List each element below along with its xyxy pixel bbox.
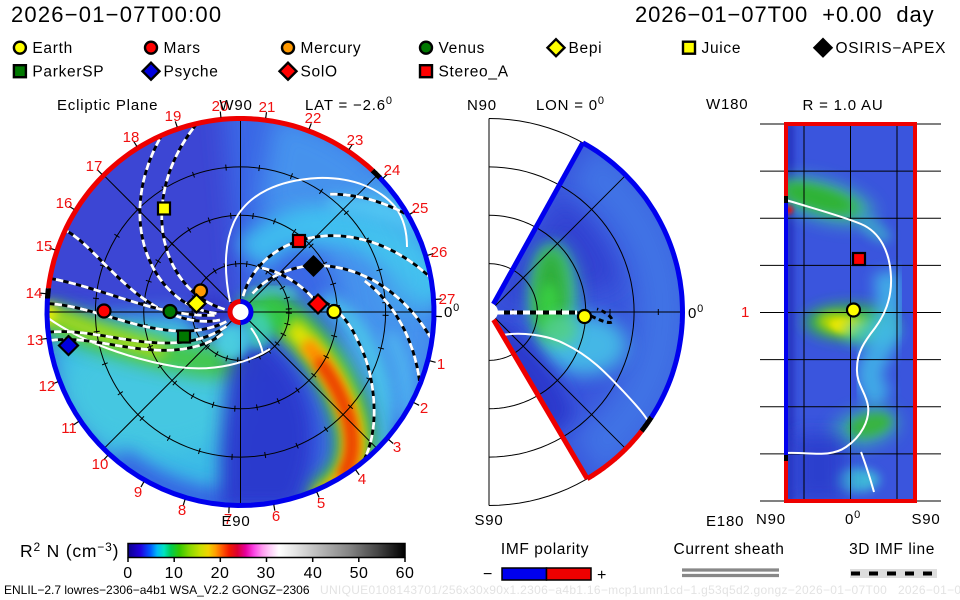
svg-text:S90: S90 [474,512,503,529]
svg-text:OSIRIS−APEX: OSIRIS−APEX [836,40,947,57]
svg-text:9: 9 [134,484,142,501]
svg-text:4: 4 [358,471,366,488]
svg-text:10: 10 [92,456,109,473]
svg-text:Venus: Venus [439,40,486,57]
svg-text:11: 11 [61,420,77,437]
svg-text:W180: W180 [706,96,748,113]
svg-text:2026−01−07T00:00: 2026−01−07T00:00 [11,2,222,27]
svg-text:Bepi: Bepi [569,40,603,57]
svg-text:LAT = −2.60: LAT = −2.60 [305,95,393,114]
svg-text:3: 3 [393,439,401,456]
svg-text:Mercury: Mercury [301,40,362,57]
svg-text:1: 1 [741,304,749,321]
svg-text:21: 21 [259,99,276,116]
svg-text:+: + [597,567,606,584]
svg-text:16: 16 [56,195,73,212]
svg-text:Stereo_A: Stereo_A [439,64,509,81]
svg-text:N90: N90 [756,511,786,528]
svg-text:7: 7 [224,511,232,528]
svg-text:26: 26 [431,244,448,261]
svg-text:E180: E180 [706,513,744,530]
svg-text:23: 23 [347,132,364,149]
svg-text:0: 0 [123,565,132,582]
svg-text:ParkerSP: ParkerSP [32,64,104,81]
svg-text:24: 24 [384,162,401,179]
svg-text:14: 14 [26,285,43,302]
svg-text:S90: S90 [911,511,940,528]
svg-text:ENLIL−2.7 lowres−2306−a4b1 WSA: ENLIL−2.7 lowres−2306−a4b1 WSA_V2.2 GONG… [4,583,310,597]
svg-text:E90: E90 [221,513,250,530]
svg-text:5: 5 [317,495,325,512]
svg-text:2: 2 [420,400,428,417]
svg-text:40: 40 [304,565,323,582]
svg-text:R2 N (cm−3): R2 N (cm−3) [20,540,119,561]
svg-text:SolO: SolO [301,64,338,81]
svg-text:Mars: Mars [164,40,201,57]
svg-text:8: 8 [178,502,186,519]
svg-text:13: 13 [27,332,44,349]
svg-text:15: 15 [36,238,53,255]
svg-text:−: − [483,566,492,583]
svg-text:Juice: Juice [702,40,742,57]
svg-text:20: 20 [212,98,229,115]
svg-text:12: 12 [39,378,56,395]
svg-text:N90: N90 [467,97,497,114]
svg-text:25: 25 [412,200,429,217]
svg-text:17: 17 [86,158,103,175]
svg-text:2026−01−07T00 +0.00 day: 2026−01−07T00 +0.00 day [635,2,935,27]
svg-text:27: 27 [439,291,456,308]
svg-text:10: 10 [165,565,184,582]
svg-text:22: 22 [305,110,322,127]
svg-text:IMF polarity: IMF polarity [501,541,589,558]
svg-text:60: 60 [396,565,415,582]
svg-text:UNIQUE0108143701/256x30x90x1.2: UNIQUE0108143701/256x30x90x1.2306−a4b1.1… [320,583,960,597]
svg-text:Ecliptic Plane: Ecliptic Plane [57,97,158,114]
svg-text:19: 19 [165,108,182,125]
svg-text:W90: W90 [219,97,252,114]
svg-text:6: 6 [272,508,280,525]
svg-text:3D IMF line: 3D IMF line [849,541,935,558]
svg-text:50: 50 [350,565,369,582]
svg-text:Earth: Earth [32,40,73,57]
svg-text:20: 20 [211,565,230,582]
svg-text:LON = 00: LON = 00 [536,95,605,114]
svg-text:Current sheath: Current sheath [674,541,785,558]
svg-text:Psyche: Psyche [164,64,219,81]
svg-text:R = 1.0 AU: R = 1.0 AU [803,97,884,114]
svg-text:1: 1 [437,356,445,373]
svg-text:18: 18 [123,129,140,146]
svg-text:30: 30 [257,565,276,582]
